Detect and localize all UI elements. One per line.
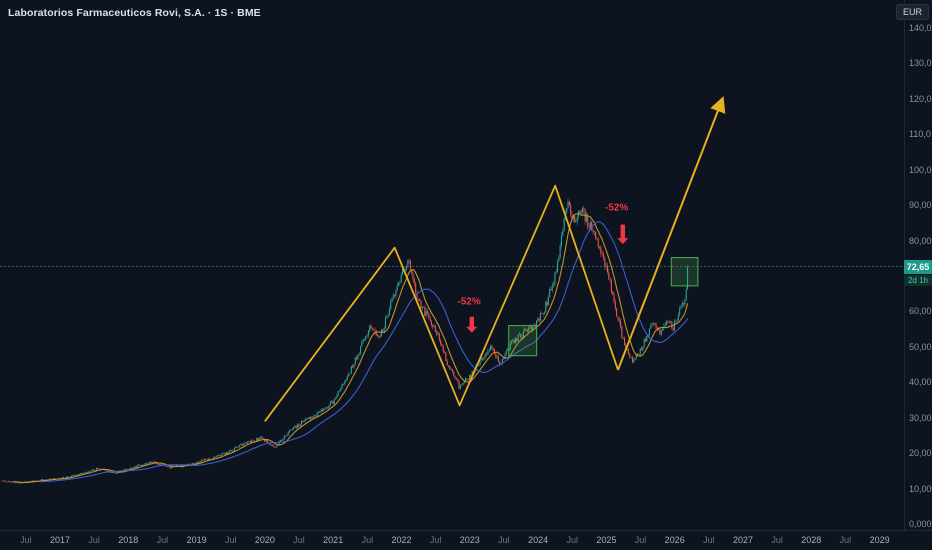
time-axis-label: 2022 — [391, 535, 412, 545]
price-axis-label: 30,00 — [909, 412, 932, 423]
time-axis-label: 2017 — [49, 535, 71, 545]
time-axis-label: Jul — [771, 535, 783, 545]
last-price-badge: 72,65 — [904, 259, 932, 274]
time-axis-label: Jul — [634, 535, 647, 545]
price-axis-label: 110,0 — [909, 129, 931, 140]
time-axis-label: 2023 — [459, 535, 480, 545]
currency-button[interactable]: EUR — [895, 4, 929, 20]
price-axis-label: 90,00 — [909, 200, 932, 211]
time-axis-label: 2026 — [664, 535, 685, 545]
time-axis-label: Jul — [703, 535, 715, 545]
time-axis-label: Jul — [839, 535, 852, 545]
price-axis-label: 40,00 — [909, 377, 932, 388]
price-axis-label: 140,0 — [909, 23, 932, 33]
svg-text:-52%: -52% — [457, 296, 480, 307]
time-axis-label: 2021 — [323, 535, 344, 545]
price-axis-label: 130,0 — [909, 58, 932, 69]
time-axis-label: 2025 — [596, 535, 617, 545]
time-axis-label: Jul — [429, 535, 442, 545]
time-axis-label: Jul — [361, 535, 374, 545]
price-axis-label: 50,00 — [909, 341, 932, 352]
price-axis-label: 20,00 — [909, 448, 932, 459]
candle-countdown-badge: 2d 1h — [904, 274, 932, 286]
time-axis-label: Jul — [498, 535, 510, 545]
price-axis-label: 80,00 — [909, 235, 932, 246]
time-axis-label: 2027 — [732, 535, 754, 545]
price-axis-label: 100,00 — [909, 164, 932, 175]
price-axis-label: 120,0 — [909, 93, 932, 104]
last-price-value: 72,65 — [906, 261, 930, 272]
time-axis-label: 2018 — [118, 535, 139, 545]
time-axis-label: 2029 — [869, 535, 890, 545]
time-scale[interactable]: Jul 2017 Jul 2018 Jul 2019 Jul 2020 Jul 2021 Jul 20… — [0, 530, 932, 550]
price-axis-label: 0,0000 — [909, 519, 932, 529]
time-axis-label: Jul — [88, 535, 100, 545]
time-axis-label: 2019 — [186, 535, 207, 545]
symbol-title[interactable]: Laboratorios Farmaceuticos Rovi, S.A. · … — [8, 7, 261, 19]
time-axis-label: Jul — [566, 535, 578, 545]
svg-text:-52%: -52% — [605, 203, 628, 214]
time-axis-label: Jul — [156, 535, 169, 545]
time-axis-label: Jul — [224, 535, 237, 545]
time-axis-label: 2020 — [254, 535, 275, 545]
price-axis-label: 10,000 — [909, 483, 932, 494]
time-axis-label: Jul — [20, 535, 32, 545]
time-axis-label: 2028 — [801, 535, 822, 545]
plot-area: -52% -52% — [0, 96, 904, 484]
time-axis-label: 2024 — [528, 535, 549, 545]
price-axis-label: 60,00 — [909, 306, 932, 317]
time-axis-label: Jul — [293, 535, 305, 545]
